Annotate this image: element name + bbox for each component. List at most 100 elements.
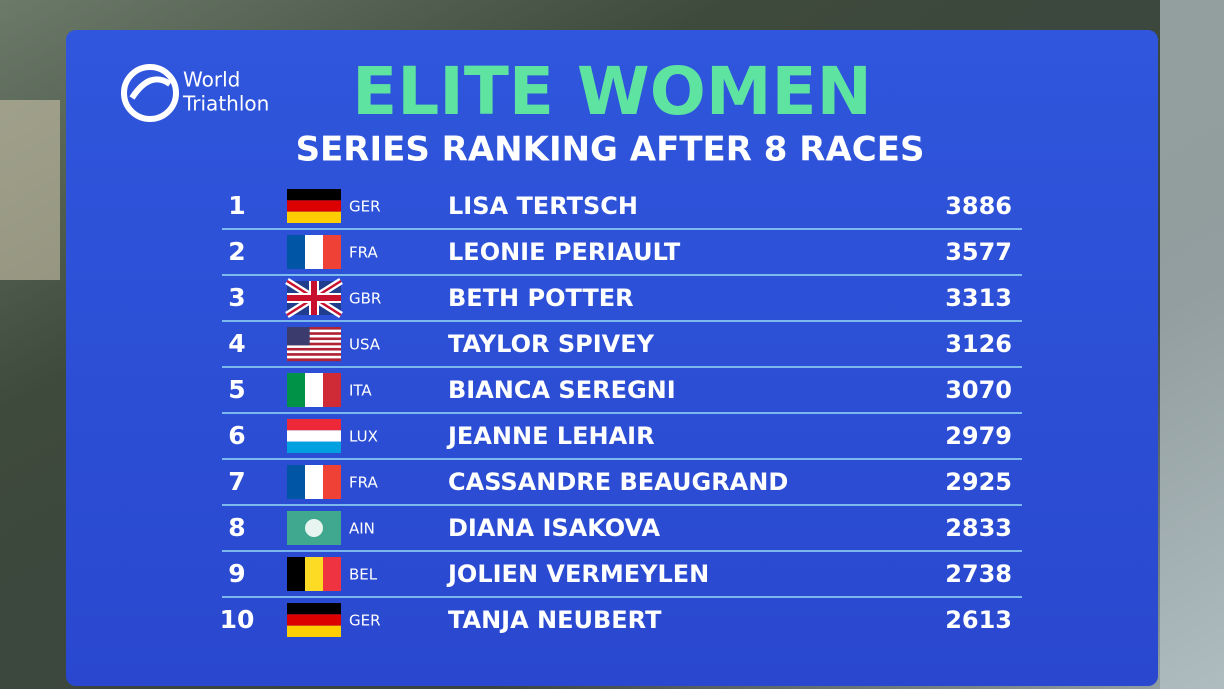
ranking-row: 5 ITA BIANCA SEREGNI 3070	[222, 373, 1022, 414]
flag-stripe	[305, 373, 323, 407]
logo-text: World	[183, 68, 240, 92]
flag	[287, 465, 341, 499]
flag-stripe	[287, 340, 341, 343]
flag-stripe	[287, 614, 341, 626]
rank: 1	[228, 191, 245, 220]
flag-stripe	[287, 200, 341, 212]
flag-stripe	[287, 329, 341, 333]
rank: 10	[220, 605, 255, 634]
rank: 2	[228, 237, 245, 266]
points: 2738	[945, 560, 1012, 588]
athlete-name: BIANCA SEREGNI	[448, 376, 676, 404]
logo: World Triathlon	[121, 64, 269, 122]
flag-stripe	[287, 332, 341, 336]
sea	[1160, 0, 1224, 689]
flag-stripe	[287, 441, 341, 453]
flag-stripe	[287, 211, 341, 223]
flag-stripe	[287, 373, 305, 407]
ranking-row: 2 FRA LEONIE PERIAULT 3577	[222, 235, 1022, 276]
ranking-row: 1 GER LISA TERTSCH 3886	[222, 189, 1022, 230]
flag	[287, 603, 341, 637]
flag-stripe	[305, 557, 323, 591]
points: 3070	[945, 376, 1012, 404]
points: 3886	[945, 192, 1012, 220]
flag	[287, 557, 341, 591]
rank: 7	[228, 467, 245, 496]
subtitle: SERIES RANKING AFTER 8 RACES	[296, 130, 925, 170]
flag-emblem	[305, 519, 323, 537]
country-code: AIN	[349, 520, 375, 538]
ranking-row: 7 FRA CASSANDRE BEAUGRAND 2925	[222, 465, 1022, 506]
athlete-name: LEONIE PERIAULT	[448, 238, 681, 266]
country-code: LUX	[349, 428, 378, 446]
flag-stripe	[323, 373, 341, 407]
flag-stripe	[287, 358, 341, 362]
country-code: ITA	[349, 382, 372, 400]
rank: 6	[228, 421, 245, 450]
points: 2833	[945, 514, 1012, 542]
rank: 3	[228, 283, 245, 312]
ranking-row: 6 LUX JEANNE LEHAIR 2979	[222, 419, 1022, 460]
ranking-row: 4 USA TAYLOR SPIVEY 3126	[222, 327, 1022, 368]
flag-stripe	[287, 465, 305, 499]
flag-stripe	[287, 353, 341, 356]
flag-stripe	[287, 430, 341, 442]
flag-stripe	[287, 603, 341, 615]
points: 2979	[945, 422, 1012, 450]
flag-stripe	[287, 419, 341, 431]
flag-stripe	[287, 342, 341, 346]
flag-stripe	[287, 350, 341, 354]
flag	[287, 373, 341, 407]
rank: 8	[228, 513, 245, 542]
rank: 4	[228, 329, 245, 358]
country-code: GBR	[349, 290, 381, 308]
ranking-row: 10 GER TANJA NEUBERT 2613	[220, 603, 1012, 637]
rank: 9	[228, 559, 245, 588]
country-code: USA	[349, 336, 381, 354]
flag-stripe	[305, 465, 323, 499]
flag	[287, 189, 341, 223]
athlete-name: TAYLOR SPIVEY	[448, 330, 655, 358]
athlete-name: TANJA NEUBERT	[448, 606, 662, 634]
ranking-row: 8 AIN DIANA ISAKOVA 2833	[222, 511, 1022, 552]
athlete-name: DIANA ISAKOVA	[448, 514, 660, 542]
athlete-name: LISA TERTSCH	[448, 192, 638, 220]
flag-stripe	[287, 625, 341, 637]
points: 3577	[945, 238, 1012, 266]
flag	[285, 278, 343, 318]
flag-stripe	[287, 334, 341, 338]
country-code: BEL	[349, 566, 378, 584]
ranking-row: 3 GBR BETH POTTER 3313	[222, 278, 1022, 322]
country-code: GER	[349, 612, 381, 630]
flag-stripe	[287, 557, 305, 591]
flag	[287, 327, 341, 362]
title: ELITE WOMEN	[352, 53, 872, 130]
flag	[287, 235, 341, 269]
flag-stripe	[323, 235, 341, 269]
flag-stripe	[287, 189, 341, 201]
country-code: GER	[349, 198, 381, 216]
flag-stripe	[287, 337, 341, 341]
flag-stripe	[323, 465, 341, 499]
points: 3313	[945, 284, 1012, 312]
flag-stripe	[305, 235, 323, 269]
logo-text: Triathlon	[182, 92, 269, 116]
rank: 5	[228, 375, 245, 404]
flag-cross	[287, 281, 341, 315]
logo-icon	[129, 76, 172, 100]
flag-stripe	[287, 355, 341, 359]
points: 3126	[945, 330, 1012, 358]
points: 2925	[945, 468, 1012, 496]
beach	[0, 100, 60, 280]
athlete-name: BETH POTTER	[448, 284, 634, 312]
flag-stripe	[287, 347, 341, 351]
flag-stripe	[323, 557, 341, 591]
flag	[287, 419, 341, 453]
ranking-row: 9 BEL JOLIEN VERMEYLEN 2738	[222, 557, 1022, 598]
athlete-name: JEANNE LEHAIR	[446, 422, 655, 450]
flag-stripe	[287, 235, 305, 269]
country-code: FRA	[349, 474, 378, 492]
points: 2613	[945, 606, 1012, 634]
